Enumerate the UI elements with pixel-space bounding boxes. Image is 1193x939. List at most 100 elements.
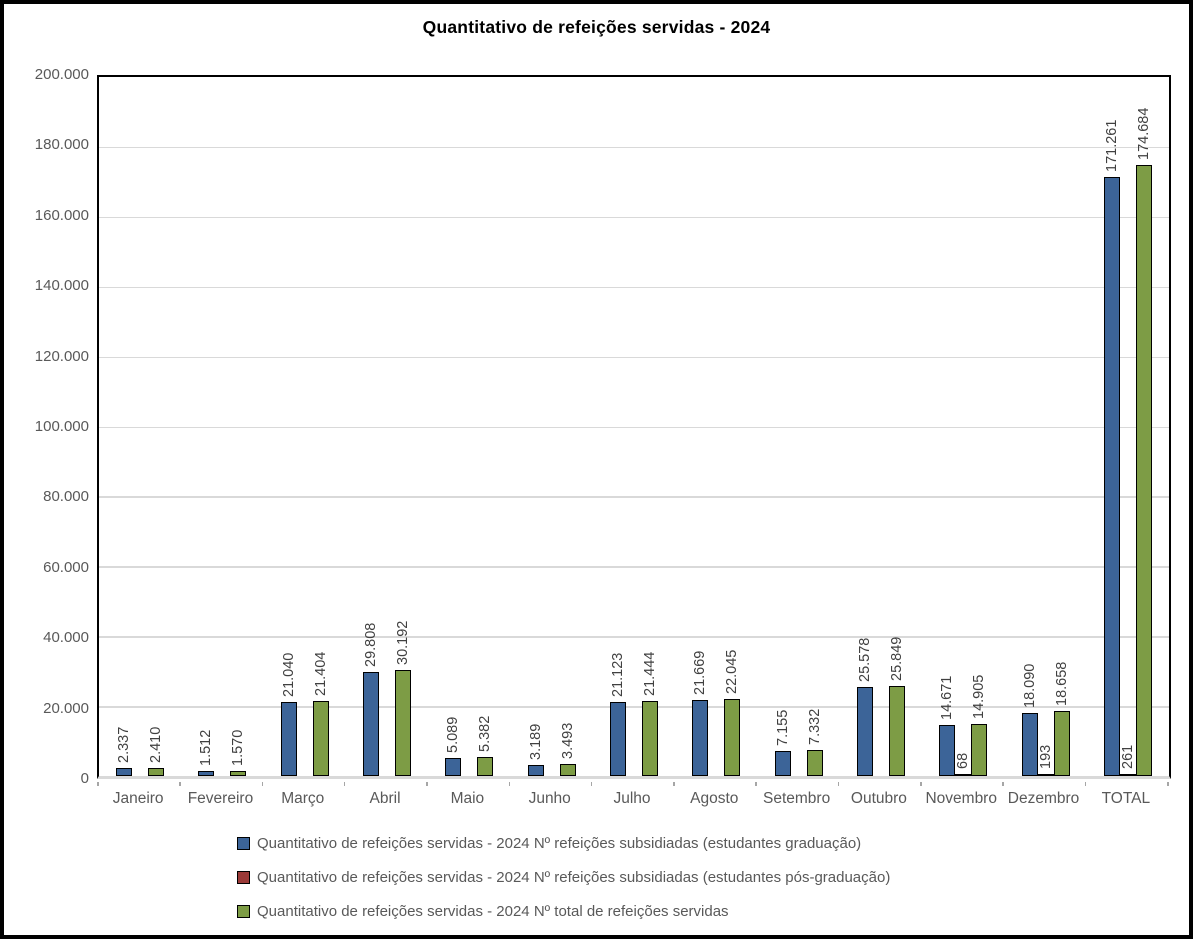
bar-dezembro xyxy=(1037,774,1054,776)
legend-label-total: Quantitativo de refeições servidas - 202… xyxy=(257,903,729,920)
y-axis-tick-label: 120.000 xyxy=(34,347,89,365)
bar-value-text: 7.332 xyxy=(806,708,823,745)
bar-abril xyxy=(363,672,380,776)
bar-junho xyxy=(527,765,544,776)
bar-value-text: 21.040 xyxy=(280,652,297,697)
bar-value-text: 171.261 xyxy=(1103,119,1120,172)
bar-value-text: 2.410 xyxy=(148,726,165,763)
x-axis-category-label: Janeiro xyxy=(112,790,164,807)
y-axis-tick-label: 100.000 xyxy=(34,418,89,435)
bar-total xyxy=(1119,774,1136,776)
gridline xyxy=(99,426,1169,428)
bar-value-text: 29.808 xyxy=(363,622,380,667)
bar-value-text: 30.192 xyxy=(395,620,412,665)
bar-junho xyxy=(559,764,576,776)
bar-julho xyxy=(642,701,658,776)
gridline xyxy=(99,636,1169,638)
y-axis-tick-label: 0 xyxy=(80,770,89,787)
bar-value-text: 18.658 xyxy=(1053,661,1070,706)
chart-title: Quantitativo de refeições servidas - 202… xyxy=(422,17,771,37)
y-axis-tick-label: 40.000 xyxy=(43,629,89,647)
bar-março xyxy=(280,702,297,776)
y-axis-tick-label: 140.000 xyxy=(34,277,89,295)
x-axis-category-label: Outubro xyxy=(850,790,907,807)
bar-value-text: 68 xyxy=(955,752,972,769)
legend-label-graduacao: Quantitativo de refeições servidas - 202… xyxy=(257,835,862,852)
x-axis-category-label: Setembro xyxy=(763,790,831,807)
bar-fevereiro xyxy=(198,771,215,776)
x-axis-tick xyxy=(1084,782,1087,786)
bar-value-text: 5.382 xyxy=(477,715,494,752)
bar-value-text: 21.404 xyxy=(312,651,329,696)
bar-maio xyxy=(445,758,462,776)
bar-outubro xyxy=(888,686,905,776)
gridline xyxy=(99,146,1169,149)
bar-novembro xyxy=(939,725,956,776)
x-axis-tick xyxy=(426,782,428,786)
y-axis-tick-label: 80.000 xyxy=(43,488,89,506)
x-axis-category-label: Fevereiro xyxy=(187,790,254,807)
bar-value-text: 2.337 xyxy=(116,726,133,763)
x-axis-category-label: Abril xyxy=(369,790,401,807)
x-axis-tick xyxy=(920,782,922,786)
y-axis-tick-label: 200.000 xyxy=(34,66,89,83)
bar-value-text: 21.444 xyxy=(642,651,658,696)
bar-agosto xyxy=(724,699,741,776)
gridline xyxy=(99,356,1169,359)
y-axis-tick-label: 160.000 xyxy=(34,206,89,224)
bar-value-text: 22.045 xyxy=(724,649,741,694)
legend-item-pos-graduacao: Quantitativo de refeições servidas - 202… xyxy=(237,868,890,887)
bar-julho xyxy=(610,702,626,776)
bar-value-text: 14.671 xyxy=(939,675,956,720)
bar-janeiro xyxy=(116,768,133,776)
y-axis-tick-label: 20.000 xyxy=(43,699,89,717)
bar-setembro xyxy=(774,751,791,776)
bar-value-text: 7.155 xyxy=(774,709,791,746)
gridline xyxy=(99,566,1169,568)
bar-value-text: 1.512 xyxy=(198,729,215,766)
legend-swatch-graduacao-icon xyxy=(237,837,250,850)
x-axis-category-label: Dezembro xyxy=(1007,790,1080,807)
bar-value-text: 25.849 xyxy=(888,636,905,681)
x-axis-tick xyxy=(1167,782,1169,786)
x-axis-category-label: Março xyxy=(281,790,325,807)
bar-dezembro xyxy=(1053,711,1070,776)
bar-março xyxy=(312,701,329,776)
bar-value-text: 18.090 xyxy=(1021,663,1038,708)
legend-item-graduacao: Quantitativo de refeições servidas - 202… xyxy=(237,834,861,853)
bar-value-text: 261 xyxy=(1119,744,1136,769)
x-axis-category-label: Novembro xyxy=(925,790,997,807)
x-axis-tick xyxy=(590,782,593,786)
gridline xyxy=(99,496,1169,498)
legend-swatch-total-icon xyxy=(237,905,250,918)
bar-outubro xyxy=(856,687,873,776)
x-axis-tick xyxy=(837,782,840,786)
x-axis-tick xyxy=(673,782,675,786)
x-axis-category-label: Agosto xyxy=(690,790,739,807)
x-axis-tick xyxy=(343,782,346,786)
gridline xyxy=(99,706,1169,708)
y-axis-tick-label: 60.000 xyxy=(43,558,89,576)
bar-setembro xyxy=(806,750,823,776)
x-axis-tick xyxy=(97,782,99,786)
bar-value-text: 174.684 xyxy=(1135,107,1152,160)
x-axis-category-label: Maio xyxy=(450,790,485,807)
plot-area: 2.337 1.512 21.040 29.808 5.089 3.189 21.123 21… xyxy=(97,75,1171,779)
bar-value-text: 3.189 xyxy=(527,723,544,760)
plot-grid: 2.337 1.512 21.040 29.808 5.089 3.189 21.123 21… xyxy=(99,77,1169,776)
legend-item-total: Quantitativo de refeições servidas - 202… xyxy=(237,902,729,921)
bar-value-text: 14.905 xyxy=(971,674,988,719)
bar-value-text: 5.089 xyxy=(445,716,462,753)
x-axis-category-label: TOTAL xyxy=(1101,790,1151,807)
x-axis-tick xyxy=(261,782,264,786)
bar-total xyxy=(1103,177,1120,776)
x-axis: Janeiro Fevereiro Março Abril Maio Junho Julho… xyxy=(97,779,1171,809)
legend-label-pos-graduacao: Quantitativo de refeições servidas - 202… xyxy=(257,869,891,886)
bar-maio xyxy=(477,757,494,776)
bar-dezembro xyxy=(1021,713,1038,776)
bar-total xyxy=(1135,165,1152,776)
x-axis-tick xyxy=(508,782,511,786)
gridline xyxy=(99,286,1169,289)
bar-agosto xyxy=(692,700,709,776)
